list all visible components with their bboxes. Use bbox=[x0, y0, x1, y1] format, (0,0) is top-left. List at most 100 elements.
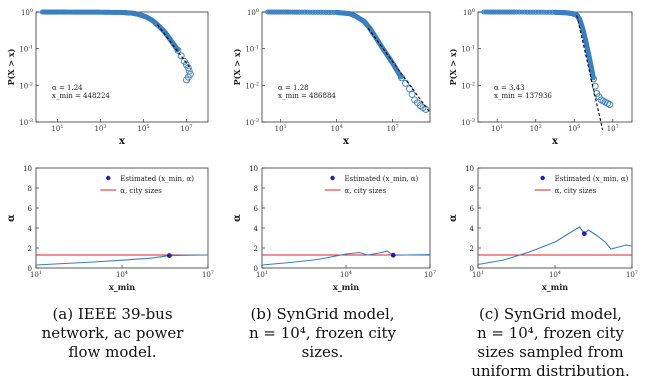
x-tick-label: 101 bbox=[275, 124, 287, 133]
x-tick-label: 103 bbox=[530, 124, 542, 133]
data-point bbox=[177, 52, 185, 60]
y-tick-label: 6 bbox=[28, 205, 33, 213]
x-axis-label: x bbox=[119, 136, 126, 147]
y-tick-label: 6 bbox=[254, 205, 259, 213]
caption-c: (c) SynGrid model, n = 10⁴, frozen city … bbox=[453, 305, 648, 381]
y-tick-label: 10 bbox=[23, 165, 32, 173]
y-tick-label: 2 bbox=[254, 245, 258, 253]
y-tick-label: 0 bbox=[470, 265, 474, 273]
plot-frame bbox=[35, 167, 209, 269]
y-tick-label: 100 bbox=[247, 8, 259, 17]
y-tick-label: 10 bbox=[465, 165, 474, 173]
x-tick-label: 101 bbox=[256, 270, 268, 279]
power-law-fit-line bbox=[157, 24, 192, 70]
x-tick-label: 107 bbox=[387, 124, 399, 133]
plot-frame bbox=[261, 11, 431, 123]
x-tick-label: 107 bbox=[626, 270, 638, 279]
legend-marker bbox=[540, 175, 545, 181]
x-tick-label: 104 bbox=[116, 270, 128, 279]
caption-text: n = 10⁴, frozen city bbox=[248, 324, 397, 342]
x-axis-label: x_min bbox=[542, 282, 568, 292]
y-axis-label: α bbox=[232, 214, 243, 222]
caption-label: (a) bbox=[52, 305, 74, 323]
estimated-point bbox=[166, 253, 172, 258]
y-tick-label: 10-2 bbox=[461, 81, 475, 90]
y-axis-label: α bbox=[448, 214, 459, 222]
estimated-point bbox=[581, 231, 587, 237]
caption-text: n = 10⁴, frozen city bbox=[476, 324, 625, 342]
caption-a: (a) IEEE 39-bus network, ac power flow m… bbox=[20, 305, 205, 362]
legend-label: Estimated (x_min, α) bbox=[555, 175, 629, 183]
alpha-estimate-curve bbox=[35, 254, 209, 266]
caption-label: (c) bbox=[479, 305, 500, 323]
data-point bbox=[606, 101, 614, 108]
x-tick-label: 101 bbox=[491, 124, 503, 133]
y-axis-label: P(X > x) bbox=[6, 48, 16, 85]
y-tick-label: 10-1 bbox=[19, 45, 33, 54]
y-tick-label: 4 bbox=[470, 225, 475, 233]
caption-text: flow model. bbox=[68, 343, 157, 361]
x-tick-label: 107 bbox=[424, 270, 436, 279]
y-tick-label: 10-1 bbox=[245, 45, 259, 54]
caption-text: uniform distribution. bbox=[471, 362, 630, 380]
alpha-estimate-curve bbox=[261, 250, 431, 266]
y-tick-label: 0 bbox=[254, 265, 258, 273]
data-series bbox=[39, 9, 194, 84]
y-tick-label: 10-2 bbox=[19, 81, 33, 90]
y-tick-label: 8 bbox=[470, 185, 474, 193]
caption-b: (b) SynGrid model, n = 10⁴, frozen city … bbox=[230, 305, 415, 362]
power-law-fit-line bbox=[576, 15, 604, 131]
x-tick-label: 107 bbox=[607, 124, 619, 133]
caption-text: SynGrid model, bbox=[503, 305, 622, 323]
y-axis-label: P(X > x) bbox=[448, 48, 458, 85]
y-tick-label: 10 bbox=[249, 165, 258, 173]
alpha-estimate-curve bbox=[477, 226, 633, 266]
caption-text: sizes. bbox=[301, 343, 344, 361]
alpha-annotation: α = 1.28 bbox=[278, 84, 309, 92]
plot-frame bbox=[477, 167, 633, 269]
y-tick-label: 100 bbox=[21, 8, 33, 17]
data-series bbox=[481, 9, 614, 108]
legend-label: α, city sizes bbox=[120, 187, 162, 195]
data-point bbox=[591, 82, 599, 90]
x-tick-label: 104 bbox=[331, 124, 343, 133]
y-tick-label: 2 bbox=[470, 245, 474, 253]
legend-label: Estimated (x_min, α) bbox=[345, 175, 419, 183]
caption-label: (b) bbox=[250, 305, 272, 323]
legend-label: Estimated (x_min, α) bbox=[120, 175, 194, 183]
y-tick-label: 10-3 bbox=[19, 118, 33, 127]
x-tick-label: 103 bbox=[94, 124, 106, 133]
caption-text: SynGrid model, bbox=[276, 305, 395, 323]
caption-text: sizes sampled from bbox=[477, 343, 624, 361]
xmin-annotation: x_min = 486884 bbox=[278, 92, 336, 100]
data-point bbox=[174, 46, 182, 54]
legend-label: α, city sizes bbox=[345, 187, 387, 195]
y-tick-label: 10-3 bbox=[461, 118, 475, 127]
data-point bbox=[402, 79, 409, 87]
x-tick-label: 104 bbox=[340, 270, 352, 279]
y-tick-label: 10-2 bbox=[245, 81, 259, 90]
legend-label: α, city sizes bbox=[555, 187, 597, 195]
legend-marker bbox=[106, 175, 111, 181]
x-axis-label: x bbox=[343, 136, 350, 147]
x-axis-label: x_min bbox=[109, 282, 135, 292]
y-tick-label: 10-3 bbox=[245, 118, 259, 127]
x-tick-label: 101 bbox=[30, 270, 42, 279]
estimated-point bbox=[390, 252, 396, 258]
legend-marker bbox=[330, 175, 335, 181]
y-tick-label: 0 bbox=[28, 265, 32, 273]
x-tick-label: 105 bbox=[137, 124, 149, 133]
caption-text: network, ac power bbox=[41, 324, 184, 342]
power-law-fit-line bbox=[367, 27, 431, 113]
y-axis-label: P(X > x) bbox=[232, 48, 242, 85]
x-tick-label: 101 bbox=[51, 124, 63, 133]
y-tick-label: 4 bbox=[28, 225, 33, 233]
x-axis-label: x bbox=[552, 136, 559, 147]
caption-text: IEEE 39-bus bbox=[77, 305, 173, 323]
x-tick-label: 104 bbox=[549, 270, 561, 279]
y-tick-label: 2 bbox=[28, 245, 32, 253]
xmin-annotation: x_min = 448224 bbox=[52, 92, 110, 100]
y-tick-label: 6 bbox=[470, 205, 475, 213]
data-point bbox=[183, 76, 190, 84]
alpha-annotation: α = 1.24 bbox=[52, 84, 83, 92]
